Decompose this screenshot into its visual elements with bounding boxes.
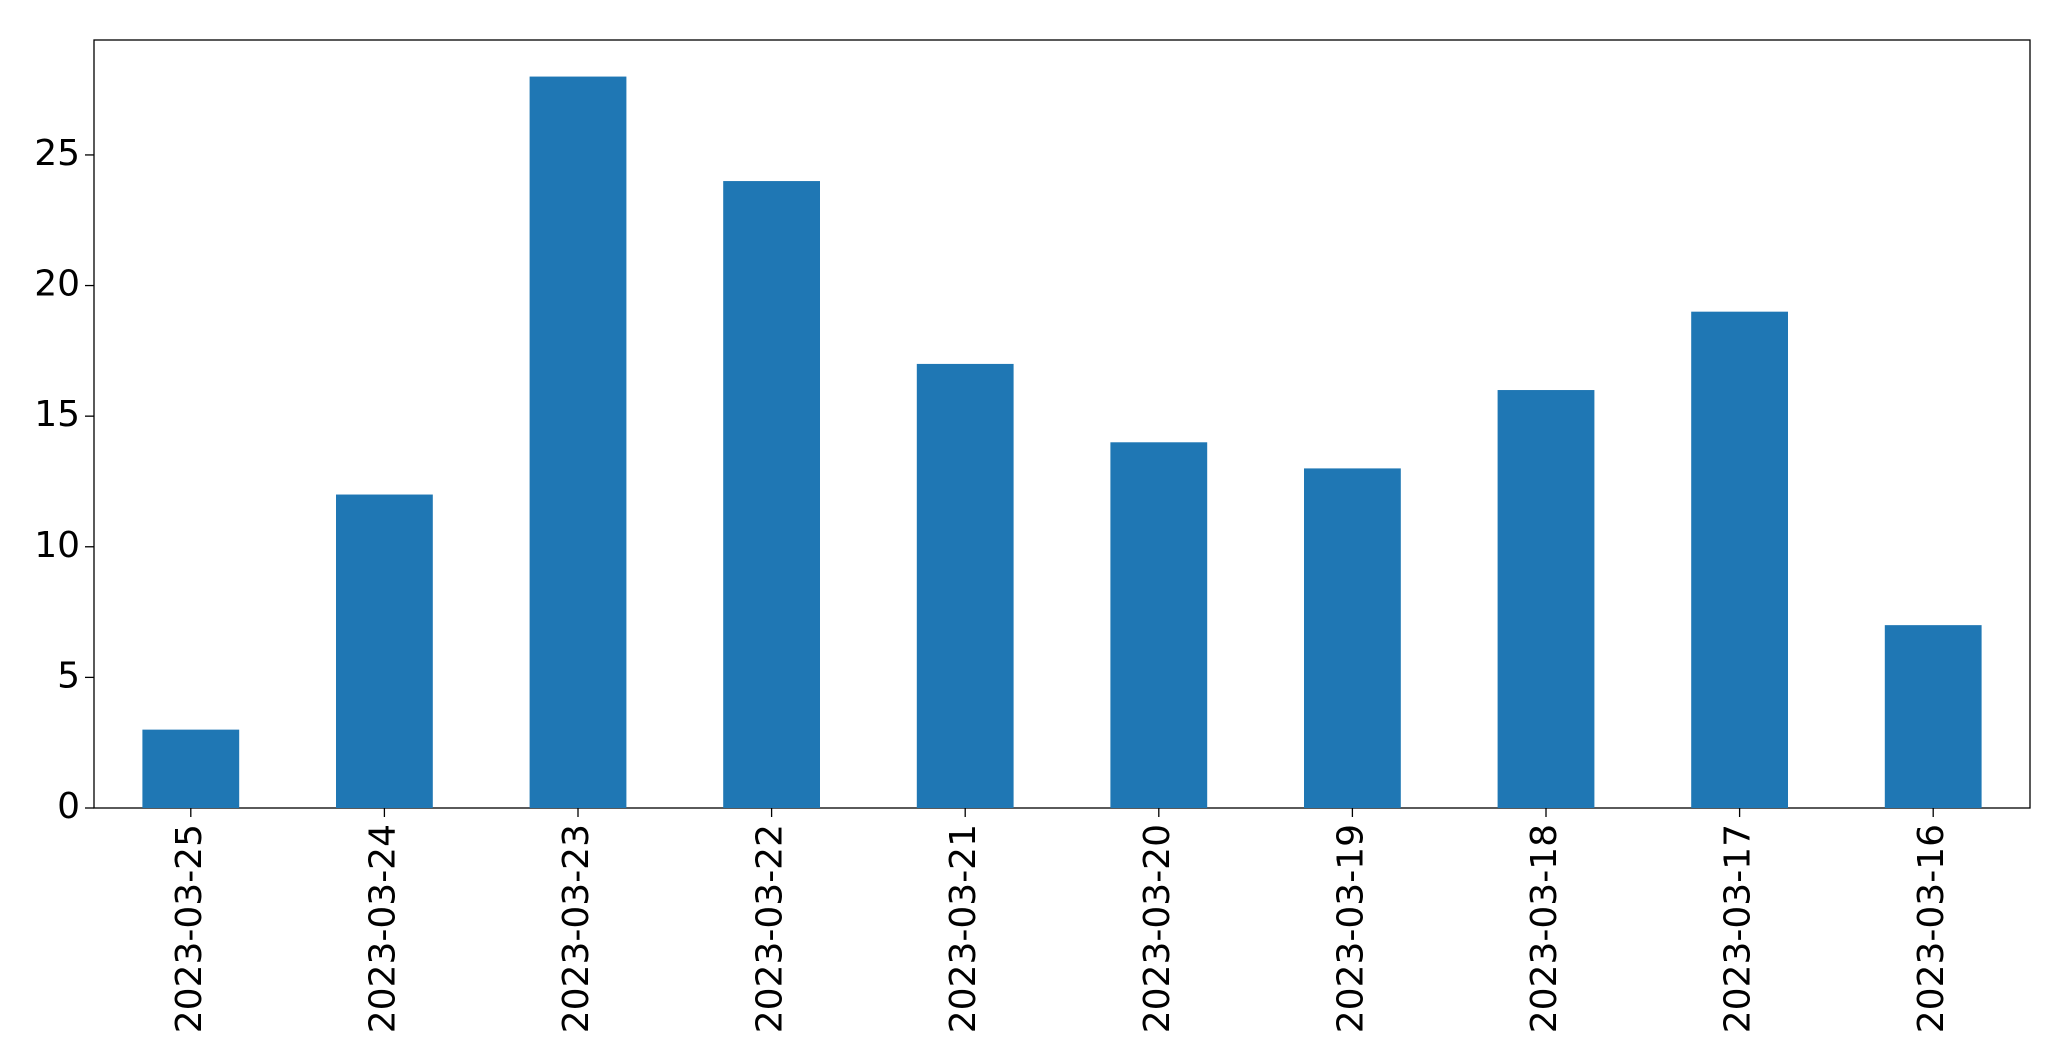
- x-tick-label: 2023-03-21: [943, 824, 984, 1033]
- x-tick-label: 2023-03-18: [1524, 824, 1565, 1033]
- y-tick-label: 20: [34, 264, 80, 305]
- bar: [1884, 625, 1982, 808]
- bar: [1110, 442, 1208, 808]
- bar: [1304, 468, 1401, 808]
- plot-frame: [93, 39, 2031, 809]
- x-tick-label: 2023-03-19: [1330, 824, 1371, 1033]
- bar: [336, 494, 433, 808]
- x-tick-label: 2023-03-22: [750, 824, 791, 1033]
- bar: [916, 363, 1014, 808]
- bar: [1497, 390, 1595, 808]
- y-tick-label: 5: [57, 655, 80, 696]
- x-tick-label: 2023-03-20: [1137, 824, 1178, 1033]
- bar: [1691, 311, 1788, 808]
- x-tick-label: 2023-03-25: [169, 824, 210, 1033]
- y-tick-label: 25: [34, 133, 80, 174]
- x-tick-label: 2023-03-23: [556, 824, 597, 1033]
- y-tick-label: 15: [34, 394, 80, 435]
- y-tick-label: 0: [57, 786, 80, 827]
- x-tick-label: 2023-03-17: [1718, 824, 1759, 1033]
- x-tick-label: 2023-03-16: [1911, 824, 1952, 1033]
- bar: [529, 76, 627, 809]
- bar: [723, 181, 820, 808]
- y-tick-label: 10: [34, 525, 80, 566]
- x-tick-label: 2023-03-24: [362, 824, 403, 1033]
- bar: [142, 729, 240, 808]
